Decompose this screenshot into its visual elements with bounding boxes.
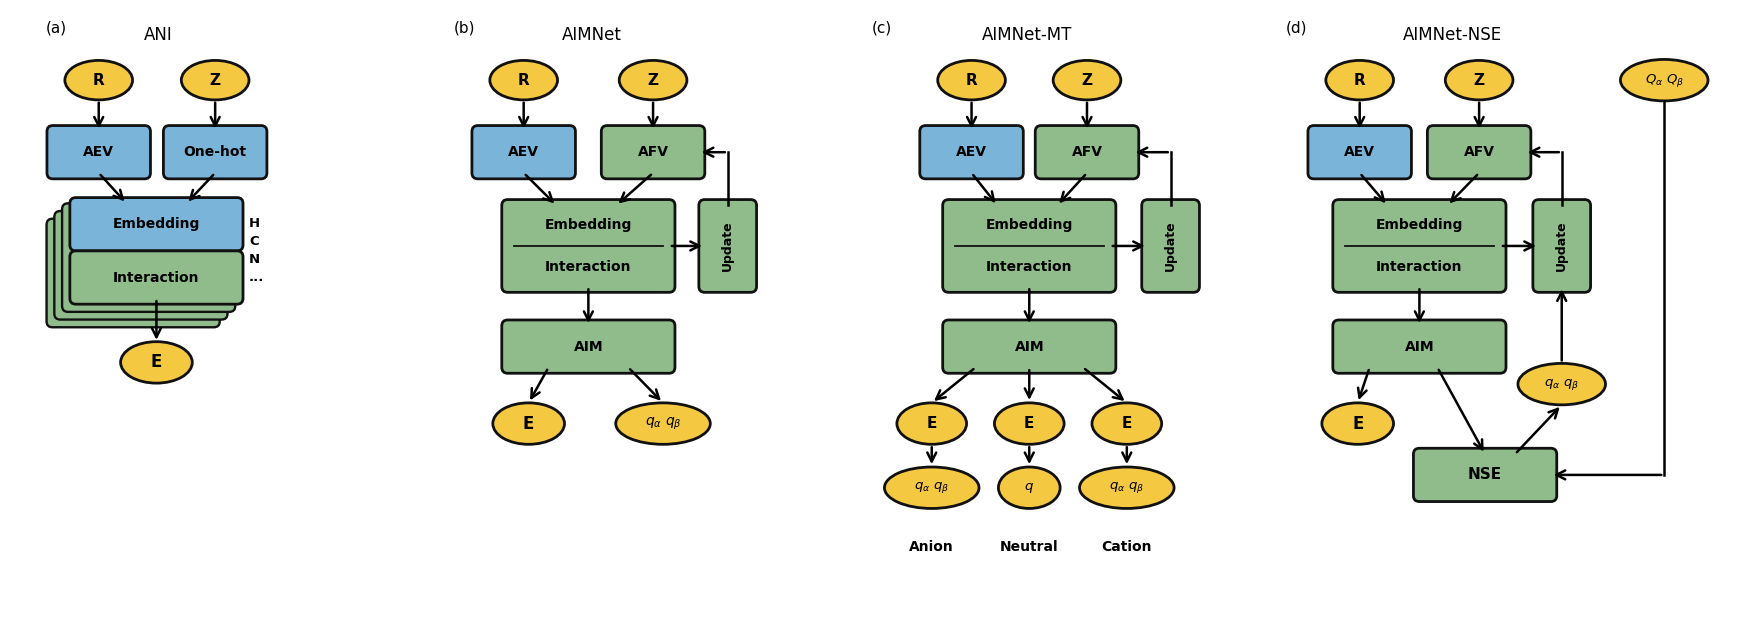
- Text: $q$: $q$: [1024, 481, 1034, 495]
- Text: E: E: [1024, 416, 1034, 431]
- Ellipse shape: [493, 403, 564, 444]
- Text: Interaction: Interaction: [985, 260, 1073, 274]
- FancyBboxPatch shape: [61, 203, 235, 312]
- Ellipse shape: [181, 60, 249, 100]
- Ellipse shape: [615, 403, 710, 444]
- Ellipse shape: [1325, 60, 1394, 100]
- Text: AIM: AIM: [573, 340, 603, 354]
- Text: E: E: [522, 415, 535, 432]
- FancyBboxPatch shape: [1141, 199, 1199, 292]
- Text: AIM: AIM: [1015, 340, 1045, 354]
- Text: $q_\alpha\ q_\beta$: $q_\alpha\ q_\beta$: [1110, 480, 1145, 495]
- Text: Cation: Cation: [1101, 540, 1152, 554]
- Ellipse shape: [1080, 467, 1175, 509]
- Ellipse shape: [489, 60, 557, 100]
- FancyBboxPatch shape: [1036, 126, 1139, 179]
- Text: R: R: [517, 72, 529, 88]
- Text: NSE: NSE: [1467, 467, 1502, 483]
- Text: AIM: AIM: [1404, 340, 1434, 354]
- FancyBboxPatch shape: [1413, 448, 1557, 502]
- Text: E: E: [927, 416, 936, 431]
- Text: One-hot: One-hot: [184, 145, 247, 159]
- FancyBboxPatch shape: [54, 211, 228, 319]
- Text: Anion: Anion: [910, 540, 954, 554]
- Ellipse shape: [65, 60, 133, 100]
- FancyBboxPatch shape: [1332, 199, 1506, 292]
- Ellipse shape: [1054, 60, 1120, 100]
- Text: AEV: AEV: [82, 145, 114, 159]
- FancyBboxPatch shape: [943, 199, 1117, 292]
- Text: AEV: AEV: [508, 145, 540, 159]
- Text: Z: Z: [1082, 72, 1092, 88]
- Text: AIMNet: AIMNet: [561, 26, 621, 44]
- Ellipse shape: [938, 60, 1006, 100]
- Text: Z: Z: [647, 72, 659, 88]
- Text: ANI: ANI: [144, 26, 174, 44]
- FancyBboxPatch shape: [47, 126, 151, 179]
- Text: Embedding: Embedding: [545, 218, 633, 232]
- Ellipse shape: [885, 467, 978, 509]
- FancyBboxPatch shape: [1332, 320, 1506, 373]
- FancyBboxPatch shape: [163, 126, 266, 179]
- Text: AEV: AEV: [955, 145, 987, 159]
- Text: Z: Z: [1474, 72, 1485, 88]
- Text: $q_\alpha\ q_\beta$: $q_\alpha\ q_\beta$: [645, 415, 682, 432]
- FancyBboxPatch shape: [501, 199, 675, 292]
- Text: $Q_\alpha\ Q_\beta$: $Q_\alpha\ Q_\beta$: [1644, 72, 1685, 89]
- Text: AIMNet-MT: AIMNet-MT: [982, 26, 1073, 44]
- Text: Interaction: Interaction: [545, 260, 631, 274]
- FancyBboxPatch shape: [472, 126, 575, 179]
- Ellipse shape: [999, 467, 1061, 509]
- Text: $q_\alpha\ q_\beta$: $q_\alpha\ q_\beta$: [913, 480, 950, 495]
- Text: H
C
N
...: H C N ...: [249, 217, 265, 284]
- FancyBboxPatch shape: [47, 218, 219, 327]
- Ellipse shape: [619, 60, 687, 100]
- Ellipse shape: [1092, 403, 1162, 444]
- Ellipse shape: [1620, 60, 1707, 101]
- Text: E: E: [1122, 416, 1132, 431]
- Text: Embedding: Embedding: [112, 217, 200, 231]
- Text: Neutral: Neutral: [999, 540, 1059, 554]
- Ellipse shape: [898, 403, 966, 444]
- Text: Embedding: Embedding: [1376, 218, 1464, 232]
- Text: AFV: AFV: [1464, 145, 1495, 159]
- Ellipse shape: [121, 342, 193, 383]
- Text: Interaction: Interaction: [114, 271, 200, 284]
- Text: AFV: AFV: [1071, 145, 1103, 159]
- Ellipse shape: [1322, 403, 1394, 444]
- Text: Update: Update: [1555, 220, 1569, 271]
- Text: AEV: AEV: [1345, 145, 1374, 159]
- Text: R: R: [93, 72, 105, 88]
- Ellipse shape: [1444, 60, 1513, 100]
- FancyBboxPatch shape: [699, 199, 757, 292]
- FancyBboxPatch shape: [1308, 126, 1411, 179]
- Ellipse shape: [1518, 363, 1606, 405]
- Text: Interaction: Interaction: [1376, 260, 1462, 274]
- Text: AFV: AFV: [638, 145, 668, 159]
- Text: Update: Update: [1164, 220, 1176, 271]
- FancyBboxPatch shape: [70, 197, 244, 251]
- Text: R: R: [1353, 72, 1366, 88]
- Text: (b): (b): [454, 21, 475, 36]
- Text: Update: Update: [720, 220, 735, 271]
- FancyBboxPatch shape: [601, 126, 705, 179]
- Text: Embedding: Embedding: [985, 218, 1073, 232]
- Text: $q_\alpha\ q_\beta$: $q_\alpha\ q_\beta$: [1544, 377, 1579, 392]
- Text: E: E: [151, 354, 161, 371]
- Text: (c): (c): [871, 21, 892, 36]
- FancyBboxPatch shape: [1532, 199, 1590, 292]
- FancyBboxPatch shape: [501, 320, 675, 373]
- FancyBboxPatch shape: [1427, 126, 1530, 179]
- FancyBboxPatch shape: [70, 251, 244, 304]
- FancyBboxPatch shape: [920, 126, 1024, 179]
- Text: AIMNet-NSE: AIMNet-NSE: [1402, 26, 1502, 44]
- Text: (d): (d): [1287, 21, 1308, 36]
- Text: E: E: [1352, 415, 1364, 432]
- FancyBboxPatch shape: [943, 320, 1117, 373]
- Ellipse shape: [994, 403, 1064, 444]
- Text: Z: Z: [210, 72, 221, 88]
- Text: R: R: [966, 72, 978, 88]
- Text: (a): (a): [46, 21, 67, 36]
